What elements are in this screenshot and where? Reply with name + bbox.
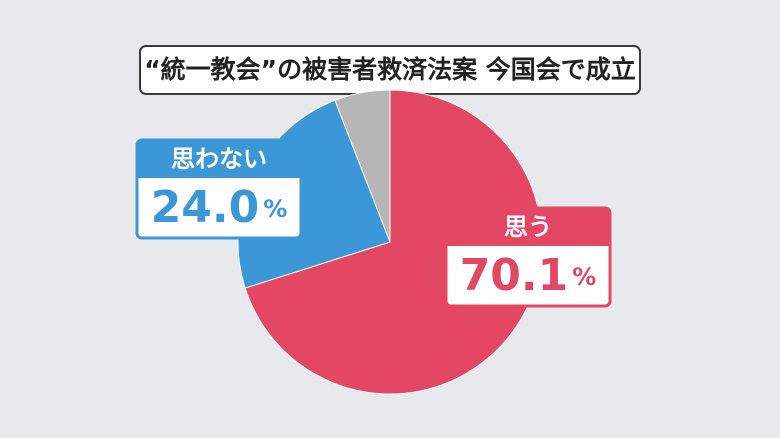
label-header — [446, 208, 610, 246]
chart-title: “統一教会”の被害者救済法案 今国会で成立 — [144, 55, 636, 84]
pie-slice — [244, 89, 543, 395]
data-label: 24.0% — [151, 182, 288, 233]
pie-slice — [334, 89, 391, 243]
data-label-value: 70.1 — [460, 250, 569, 301]
label-header — [137, 140, 301, 178]
legend-label: 思わない — [171, 145, 267, 173]
data-label-value: 24.0 — [151, 182, 260, 233]
legend-label: 思う — [504, 213, 552, 241]
data-label-unit: % — [263, 195, 287, 223]
data-label-unit: % — [572, 263, 596, 291]
data-label: 70.1% — [460, 250, 597, 301]
labels: 思う 70.1 % 思わない 24.0% — [135, 138, 612, 308]
